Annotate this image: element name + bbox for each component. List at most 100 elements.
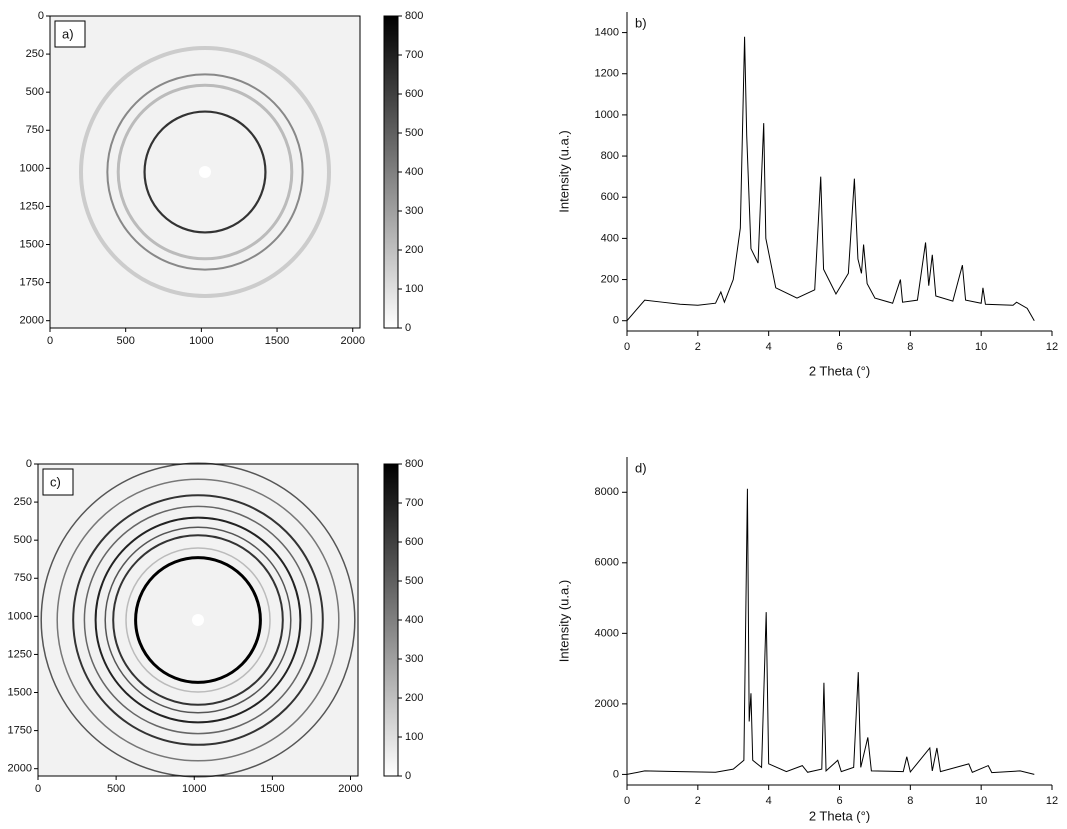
colorbar-tick-label: 300 — [405, 205, 423, 217]
x-tick-label: 10 — [975, 341, 987, 353]
x-axis-label: 2 Theta (°) — [809, 808, 870, 823]
x-tick-label: 1000 — [189, 335, 213, 347]
x-tick-label: 2000 — [340, 335, 364, 347]
panel-label: d) — [635, 460, 647, 475]
colorbar-tick-label: 0 — [405, 322, 411, 334]
colorbar-tick-label: 600 — [405, 88, 423, 100]
y-tick-label: 600 — [601, 191, 619, 203]
y-axis-label: Intensity (u.a.) — [556, 580, 571, 662]
colorbar-tick-label: 100 — [405, 283, 423, 295]
colorbar-tick-label: 400 — [405, 614, 423, 626]
diffraction-ring — [112, 534, 284, 706]
y-tick-label: 1400 — [595, 26, 619, 38]
x-tick-label: 12 — [1046, 795, 1058, 807]
diffraction-ring — [134, 556, 262, 684]
x-tick-label: 0 — [624, 341, 630, 353]
y-tick-label: 250 — [26, 48, 44, 60]
diffraction-ring — [56, 478, 340, 762]
y-tick-label: 1200 — [595, 68, 619, 80]
beam-center — [192, 614, 204, 626]
colorbar-tick-label: 700 — [405, 497, 423, 509]
y-tick-label: 0 — [613, 768, 619, 780]
colorbar-tick-label: 600 — [405, 536, 423, 548]
beam-center — [199, 166, 211, 178]
colorbar-tick-label: 500 — [405, 575, 423, 587]
y-tick-label: 0 — [26, 458, 32, 470]
x-tick-label: 0 — [35, 783, 41, 795]
colorbar-tick-label: 200 — [405, 244, 423, 256]
y-tick-label: 2000 — [20, 315, 44, 327]
y-tick-label: 4000 — [595, 627, 619, 639]
label-box — [42, 468, 74, 496]
diffraction-ring — [143, 110, 267, 234]
colorbar-tick-label: 700 — [405, 49, 423, 61]
y-tick-label: 1000 — [595, 109, 619, 121]
image-frame — [49, 15, 361, 329]
diffraction-ring — [104, 526, 292, 714]
x-tick-label: 1500 — [265, 335, 289, 347]
x-tick-label: 12 — [1046, 341, 1058, 353]
y-tick-label: 2000 — [8, 763, 32, 775]
y-tick-label: 250 — [14, 496, 32, 508]
colorbar-tick-label: 200 — [405, 692, 423, 704]
x-tick-label: 2000 — [338, 783, 362, 795]
x-axis-label: 2 Theta (°) — [809, 363, 870, 378]
y-tick-label: 400 — [601, 232, 619, 244]
line-series — [626, 488, 1035, 775]
colorbar-tick-label: 800 — [405, 458, 423, 470]
image-frame — [37, 463, 359, 777]
y-tick-label: 1500 — [20, 238, 44, 250]
x-tick-label: 6 — [836, 795, 842, 807]
x-tick-label: 500 — [117, 335, 135, 347]
diffraction-ring — [116, 83, 294, 261]
y-tick-label: 6000 — [595, 557, 619, 569]
y-tick-label: 8000 — [595, 486, 619, 498]
y-tick-label: 1000 — [8, 610, 32, 622]
y-tick-label: 1250 — [8, 648, 32, 660]
y-axis-label: Intensity (u.a.) — [556, 130, 571, 212]
x-tick-label: 6 — [836, 341, 842, 353]
x-tick-label: 1000 — [182, 783, 206, 795]
y-tick-label: 1000 — [20, 162, 44, 174]
diffraction-ring — [72, 494, 324, 746]
x-tick-label: 8 — [907, 795, 913, 807]
colorbar-tick-label: 300 — [405, 653, 423, 665]
panel-label: a) — [62, 26, 74, 41]
y-tick-label: 1750 — [8, 725, 32, 737]
label-box — [54, 20, 86, 48]
y-tick-label: 1500 — [8, 686, 32, 698]
x-tick-label: 4 — [766, 795, 772, 807]
x-tick-label: 10 — [975, 795, 987, 807]
colorbar — [383, 15, 399, 329]
y-tick-label: 1750 — [20, 277, 44, 289]
diffraction-ring — [79, 46, 331, 298]
panel-label: c) — [50, 474, 61, 489]
colorbar-tick-label: 400 — [405, 166, 423, 178]
diffraction-ring — [83, 505, 313, 735]
y-tick-label: 2000 — [595, 698, 619, 710]
colorbar — [383, 463, 399, 777]
y-tick-label: 0 — [38, 10, 44, 22]
x-tick-label: 1500 — [260, 783, 284, 795]
y-tick-label: 500 — [26, 86, 44, 98]
line-series — [626, 36, 1035, 322]
y-tick-label: 800 — [601, 150, 619, 162]
colorbar-tick-label: 0 — [405, 770, 411, 782]
y-tick-label: 0 — [613, 315, 619, 327]
colorbar-tick-label: 100 — [405, 731, 423, 743]
x-tick-label: 2 — [695, 341, 701, 353]
x-tick-label: 0 — [624, 795, 630, 807]
diffraction-ring — [106, 73, 304, 271]
x-tick-label: 500 — [107, 783, 125, 795]
panel-label: b) — [635, 15, 647, 30]
diffraction-ring — [94, 516, 302, 724]
y-tick-label: 1250 — [20, 200, 44, 212]
y-tick-label: 750 — [14, 572, 32, 584]
diffraction-ring — [40, 462, 356, 778]
y-tick-label: 500 — [14, 534, 32, 546]
colorbar-tick-label: 500 — [405, 127, 423, 139]
y-tick-label: 750 — [26, 124, 44, 136]
x-tick-label: 8 — [907, 341, 913, 353]
y-tick-label: 200 — [601, 273, 619, 285]
